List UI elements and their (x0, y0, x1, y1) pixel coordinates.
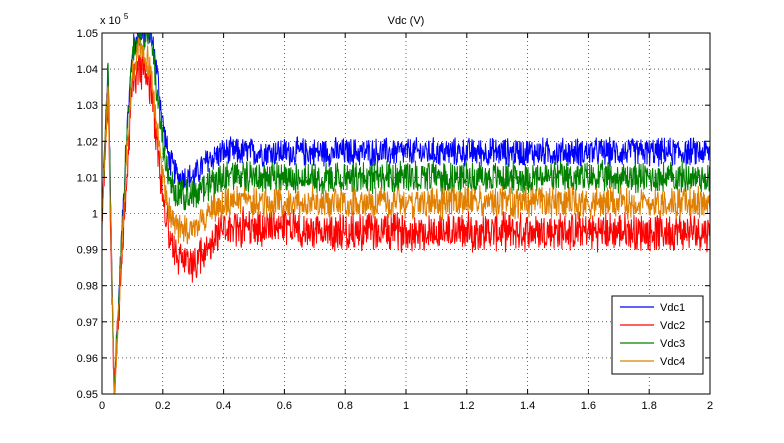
x-tick-label: 1.4 (520, 400, 535, 412)
x-tick-labels: 0 0.2 0.4 0.6 0.8 1 1.2 1.4 1.6 1.8 2 (99, 400, 713, 412)
x-tick-label: 0.4 (216, 400, 231, 412)
y-tick-label: 1.02 (77, 136, 98, 148)
y-tick-label: 0.97 (77, 317, 98, 329)
series-line-vdc2 (102, 55, 710, 386)
legend-label-vdc3: Vdc3 (660, 338, 685, 350)
series-line-vdc3 (102, 33, 710, 394)
y-tick-label: 1.04 (77, 64, 98, 76)
y-tick-label: 1 (92, 209, 98, 221)
x-tick-label: 1.2 (459, 400, 474, 412)
y-tick-label: 1.05 (77, 28, 98, 40)
series-line-vdc4 (102, 36, 710, 394)
x-tick-label: 2 (707, 400, 713, 412)
y-tick-labels: 0.95 0.96 0.97 0.98 0.99 1 1.01 1.02 1.03 1.04 1.0… (77, 28, 98, 401)
x-tick-label: 1.6 (581, 400, 596, 412)
chart-title: Vdc (V) (388, 15, 425, 27)
x-tick-label: 1 (403, 400, 409, 412)
legend-label-vdc2: Vdc2 (660, 320, 685, 332)
series-layer (102, 33, 710, 394)
legend: Vdc1 Vdc2 Vdc3 Vdc4 (611, 295, 704, 375)
y-tick-label: 0.95 (77, 389, 98, 401)
legend-label-vdc4: Vdc4 (660, 356, 685, 368)
x-tick-label: 0.6 (277, 400, 292, 412)
series-line-vdc1 (102, 33, 710, 394)
y-tick-label: 1.01 (77, 172, 98, 184)
y-tick-label: 1.03 (77, 100, 98, 112)
axis-exponent-label: x 10 5 (100, 12, 129, 27)
y-tick-label: 0.99 (77, 245, 98, 257)
tick-marks (101, 32, 711, 395)
x-tick-label: 0.2 (155, 400, 170, 412)
x-tick-label: 1.8 (642, 400, 657, 412)
grid-lines (102, 33, 710, 394)
y-tick-label: 0.98 (77, 281, 98, 293)
x-tick-label: 0.8 (338, 400, 353, 412)
y-tick-label: 0.96 (77, 353, 98, 365)
legend-box (611, 295, 704, 375)
legend-label-vdc1: Vdc1 (660, 302, 685, 314)
exponent-prefix: x 10 (100, 15, 121, 27)
exponent-power: 5 (124, 12, 129, 21)
x-tick-label: 0 (99, 400, 105, 412)
legend-entries: Vdc1 Vdc2 Vdc3 Vdc4 (620, 302, 685, 368)
